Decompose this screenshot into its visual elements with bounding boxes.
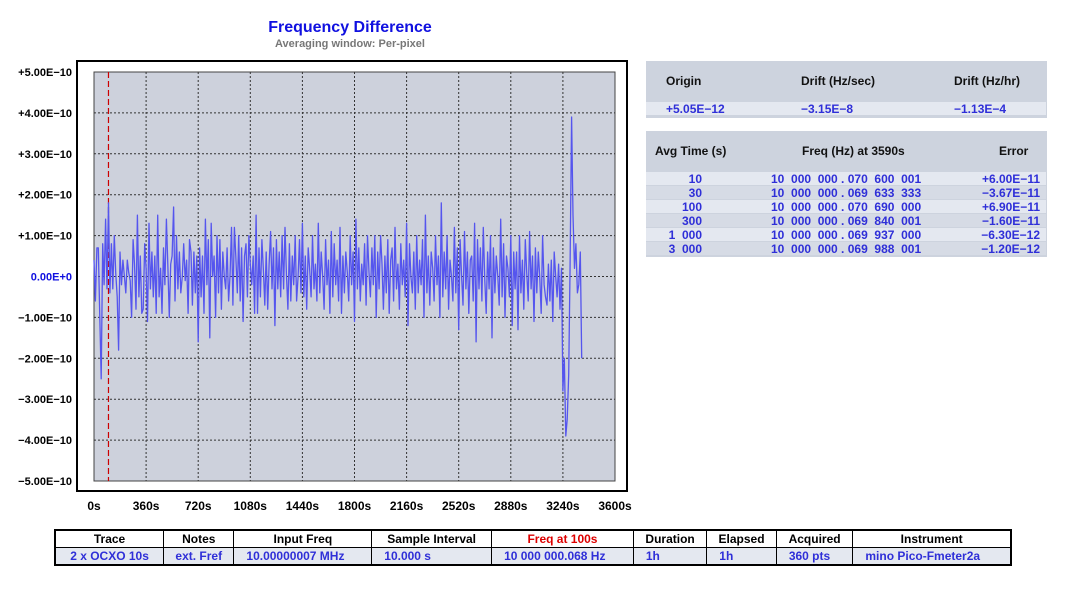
acquired-header: Acquired [775, 529, 854, 548]
avg-row-bg [646, 214, 1046, 227]
instrument-value: mino Pico-Fmeter2a [852, 547, 1012, 566]
sample-interval-value: 10.000 s [371, 547, 493, 566]
info-header-row: Trace Notes Input Freq Sample Interval F… [54, 529, 1012, 548]
y-tick-label: 0.00E+0 [31, 272, 72, 284]
y-tick-label: +1.00E−10 [18, 231, 72, 243]
y-tick-label: +3.00E−10 [18, 149, 72, 161]
x-tick-label: 1440s [286, 499, 320, 513]
y-tick-label: −4.00E−10 [18, 435, 72, 447]
chart-subtitle: Averaging window: Per-pixel [275, 38, 425, 50]
x-tick-label: 360s [133, 499, 160, 513]
origin-header: Origin [666, 74, 702, 88]
x-tick-label: 720s [185, 499, 212, 513]
origin-panel: Origin Drift (Hz/sec) Drift (Hz/hr) +5.0… [646, 61, 1047, 118]
sample-interval-header: Sample Interval [371, 529, 493, 548]
y-tick-label: −5.00E−10 [18, 476, 72, 488]
origin-value: +5.05E−12 [666, 102, 725, 116]
avg-row-bg [646, 200, 1046, 213]
avg-time-header: Avg Time (s) [655, 144, 727, 158]
notes-value: ext. Fref [163, 547, 235, 566]
elapsed-header: Elapsed [706, 529, 777, 548]
error-header: Error [999, 144, 1029, 158]
drift-hr-value: −1.13E−4 [954, 102, 1007, 116]
avg-row-bg [646, 242, 1046, 255]
avg-freq-value: 10 000 000 . 070 690 000 [771, 200, 922, 214]
x-tick-label: 0s [87, 499, 101, 513]
instrument-header: Instrument [852, 529, 1012, 548]
avg-time-value: 300 [681, 214, 702, 228]
avg-error-value: −1.60E−11 [981, 214, 1040, 228]
duration-value: 1h [632, 547, 708, 566]
x-tick-label: 2160s [390, 499, 424, 513]
chart-title: Frequency Difference [268, 19, 432, 36]
freq-at-header: Freq (Hz) at 3590s [802, 144, 905, 158]
data-series-line [93, 116, 583, 437]
y-tick-label: −2.00E−10 [18, 353, 72, 365]
avg-freq-value: 10 000 000 . 070 600 001 [771, 172, 922, 186]
avg-freq-value: 10 000 000 . 069 988 001 [771, 242, 922, 256]
trace-info-table: Trace Notes Input Freq Sample Interval F… [54, 529, 1012, 566]
avg-error-value: +6.90E−11 [981, 200, 1040, 214]
acquired-value: 360 pts [775, 547, 854, 566]
avg-freq-value: 10 000 000 . 069 840 001 [771, 214, 922, 228]
avg-error-value: −6.30E−12 [981, 228, 1040, 242]
x-tick-label: 2880s [494, 499, 528, 513]
y-tick-label: +4.00E−10 [18, 108, 72, 120]
x-tick-label: 1080s [234, 499, 268, 513]
avg-freq-value: 10 000 000 . 069 937 000 [771, 228, 922, 242]
trace-value: 2 x OCXO 10s [54, 547, 165, 566]
input-freq-header: Input Freq [233, 529, 373, 548]
avg-time-value: 100 [681, 200, 702, 214]
x-tick-label: 3600s [598, 499, 632, 513]
drift-sec-value: −3.15E−8 [801, 102, 854, 116]
avg-time-value: 30 [688, 186, 702, 200]
x-tick-label: 1800s [338, 499, 372, 513]
avg-error-value: −1.20E−12 [981, 242, 1040, 256]
avg-row-bg [646, 186, 1046, 199]
y-tick-label: +2.00E−10 [18, 190, 72, 202]
freq-at-100s-value: 10 000 000.068 Hz [491, 547, 634, 566]
duration-header: Duration [632, 529, 708, 548]
x-tick-label: 3240s [546, 499, 580, 513]
avg-row-bg [646, 172, 1046, 185]
drift-hr-header: Drift (Hz/hr) [954, 74, 1020, 88]
x-tick-label: 2520s [442, 499, 476, 513]
elapsed-value: 1h [706, 547, 777, 566]
plot-frame [76, 60, 628, 492]
freq-at-100s-header: Freq at 100s [491, 529, 634, 548]
trace-header: Trace [54, 529, 165, 548]
avg-freq-value: 10 000 000 . 069 633 333 [771, 186, 922, 200]
info-value-row: 2 x OCXO 10s ext. Fref 10.00000007 MHz 1… [54, 547, 1012, 566]
drift-sec-header: Drift (Hz/sec) [801, 74, 876, 88]
input-freq-value: 10.00000007 MHz [233, 547, 373, 566]
avg-error-value: +6.00E−11 [981, 172, 1040, 186]
y-tick-label: +5.00E−10 [18, 67, 72, 79]
averaging-panel: Avg Time (s) Freq (Hz) at 3590s Error 10… [646, 131, 1047, 257]
avg-row-bg [646, 228, 1046, 241]
avg-time-value: 1 000 [668, 228, 702, 242]
y-tick-label: −3.00E−10 [18, 394, 72, 406]
origin-value-row [646, 102, 1046, 115]
avg-time-value: 10 [688, 172, 702, 186]
y-tick-label: −1.00E−10 [18, 312, 72, 324]
notes-header: Notes [163, 529, 235, 548]
avg-time-value: 3 000 [668, 242, 702, 256]
avg-error-value: −3.67E−11 [981, 186, 1040, 200]
